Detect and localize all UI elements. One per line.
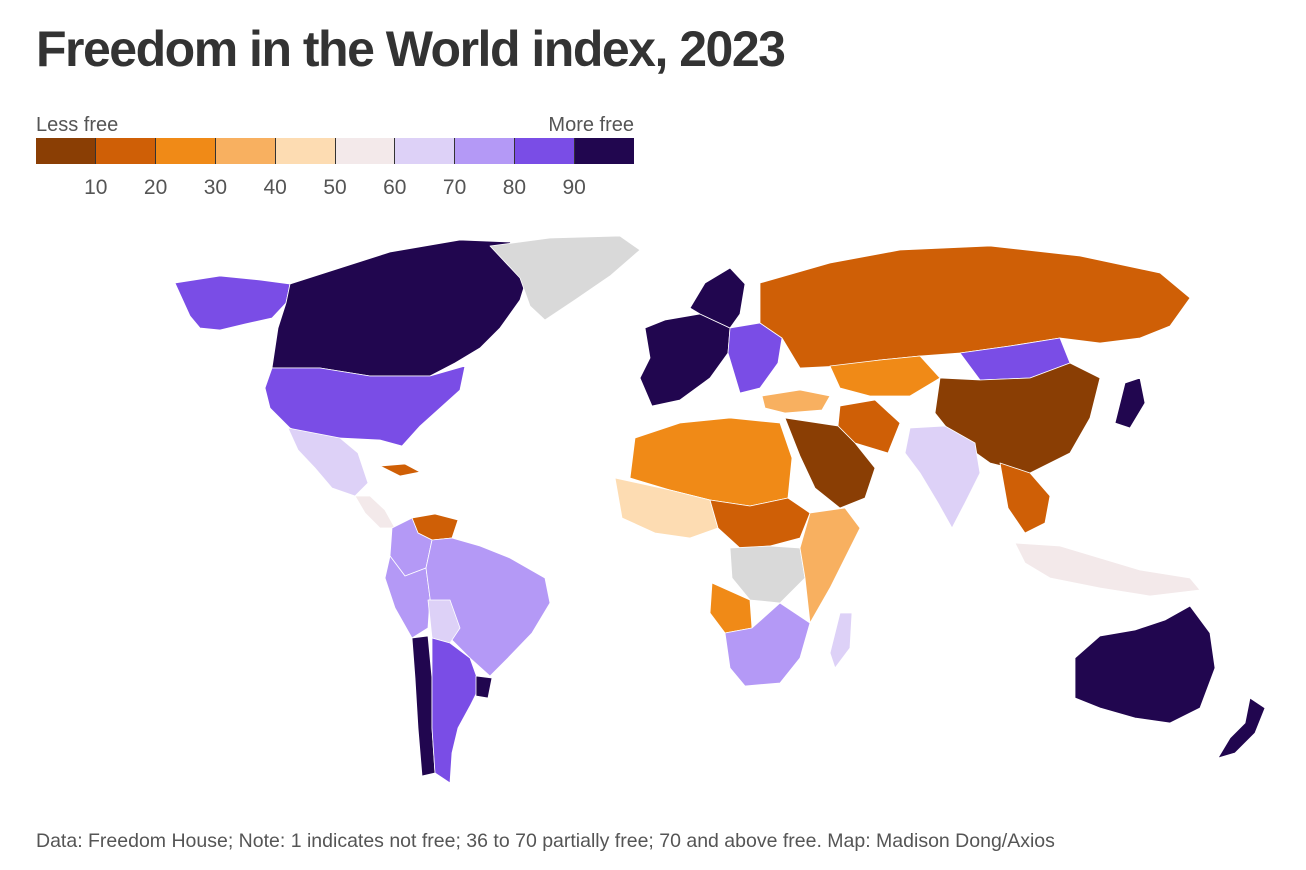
legend-swatch-10 (574, 138, 635, 164)
legend-ticks: 10 20 30 40 50 60 70 80 90 (36, 164, 634, 204)
region-russia[interactable] (759, 245, 1191, 369)
legend-tick-label: 50 (323, 176, 347, 199)
legend-low-label: Less free (36, 114, 119, 136)
legend-swatch-1 (36, 138, 95, 164)
region-indonesia[interactable] (1014, 542, 1201, 597)
legend-tick-label: 60 (383, 176, 407, 199)
region-cuba[interactable] (379, 463, 421, 477)
region-peru[interactable] (384, 555, 431, 639)
legend-tick-label: 40 (263, 176, 287, 199)
legend-swatch-4 (214, 138, 275, 164)
region-west-africa[interactable] (614, 477, 719, 539)
region-southeast-asia[interactable] (999, 462, 1051, 534)
page-title: Freedom in the World index, 2023 (36, 21, 786, 77)
legend-swatch-8 (454, 138, 515, 164)
region-east-africa[interactable] (799, 507, 861, 624)
region-kazakhstan[interactable] (829, 355, 941, 397)
legend-tick-label: 30 (203, 176, 228, 199)
region-scandinavia[interactable] (689, 267, 746, 329)
region-alaska[interactable] (174, 275, 291, 331)
legend-color-bar (36, 138, 635, 164)
region-canada[interactable] (271, 239, 531, 377)
world-map (174, 235, 1266, 784)
region-uruguay[interactable] (475, 675, 493, 699)
legend-swatch-6 (334, 138, 395, 164)
region-central-africa[interactable] (709, 497, 811, 549)
legend-tick-label: 10 (84, 176, 108, 199)
legend-swatch-3 (154, 138, 215, 164)
region-southern-africa[interactable] (724, 602, 811, 687)
color-legend: Less free More free 10 20 30 40 50 60 70 80 90 (36, 112, 635, 204)
region-bolivia[interactable] (427, 599, 461, 644)
region-united-states[interactable] (264, 365, 466, 447)
region-madagascar[interactable] (829, 612, 853, 669)
legend-swatch-9 (514, 138, 575, 164)
legend-tick-label: 70 (442, 176, 467, 199)
region-australia[interactable] (1074, 605, 1216, 724)
region-greenland[interactable] (489, 235, 641, 321)
region-turkey[interactable] (761, 389, 831, 414)
region-japan[interactable] (1114, 377, 1146, 429)
legend-swatch-7 (394, 138, 455, 164)
legend-swatch-5 (274, 138, 335, 164)
legend-swatch-2 (94, 138, 155, 164)
region-chile[interactable] (411, 635, 436, 777)
region-eastern-europe[interactable] (727, 322, 783, 394)
legend-tick-label: 90 (562, 176, 586, 199)
source-note: Data: Freedom House; Note: 1 indicates n… (36, 830, 1055, 852)
region-central-america[interactable] (354, 495, 396, 529)
legend-tick-label: 20 (143, 176, 168, 199)
region-western-europe[interactable] (639, 313, 731, 407)
region-new-zealand[interactable] (1217, 697, 1266, 759)
region-india[interactable] (904, 425, 981, 529)
region-dr-congo[interactable] (729, 545, 806, 604)
legend-high-label: More free (548, 114, 634, 136)
region-argentina[interactable] (431, 637, 481, 784)
legend-tick-label: 80 (502, 176, 527, 199)
region-middle-east[interactable] (784, 417, 876, 509)
